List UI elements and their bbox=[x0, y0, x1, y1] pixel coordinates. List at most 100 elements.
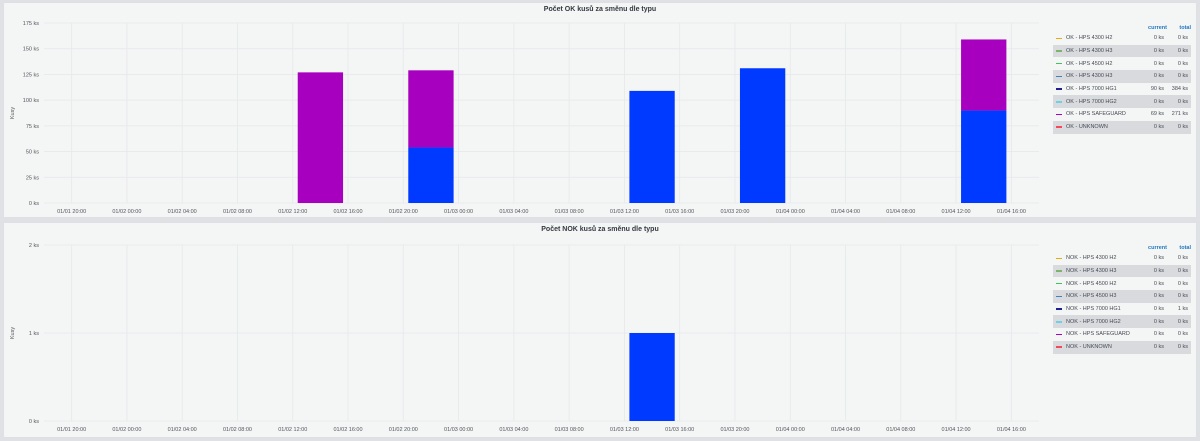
x-tick-label: 01/04 00:00 bbox=[776, 209, 805, 215]
x-tick-label: 01/04 12:00 bbox=[942, 209, 971, 215]
legend-series-name: OK - HPS 7000 HG1 bbox=[1066, 86, 1117, 93]
legend-item[interactable]: OK - HPS 7000 HG2 0 ks 0 ks bbox=[1053, 95, 1191, 109]
legend-current-value: 0 ks bbox=[1153, 124, 1164, 131]
legend-series-name: NOK - HPS 4500 H3 bbox=[1066, 293, 1117, 300]
legend-series-name: OK - HPS SAFEGUARD bbox=[1066, 111, 1126, 118]
legend-total-value: 1 ks bbox=[1177, 306, 1188, 313]
legend-current-value: 0 ks bbox=[1153, 344, 1164, 351]
x-tick-label: 01/01 20:00 bbox=[57, 427, 86, 433]
x-tick-label: 01/01 20:00 bbox=[57, 209, 86, 215]
nok-pieces-panel: Počet NOK kusů za směnu dle typu 0 ks 1 k… bbox=[3, 222, 1197, 438]
legend-current-value: 0 ks bbox=[1153, 73, 1164, 80]
x-tick-label: 01/03 20:00 bbox=[720, 209, 749, 215]
legend-current-header[interactable]: current bbox=[1148, 24, 1167, 31]
legend-series-name: NOK - HPS 4500 H2 bbox=[1066, 280, 1117, 287]
legend-current-value: 0 ks bbox=[1153, 306, 1164, 313]
bar-segment[interactable] bbox=[408, 147, 454, 203]
y-tick-label: 50 ks bbox=[26, 150, 39, 156]
legend-total-value: 0 ks bbox=[1177, 98, 1188, 105]
y-tick-label: 0 ks bbox=[29, 419, 39, 425]
legend-total-value: 0 ks bbox=[1177, 268, 1188, 275]
legend-item[interactable]: OK - HPS 4300 H2 0 ks 0 ks bbox=[1053, 32, 1191, 45]
legend-item[interactable]: OK - HPS 4500 H2 0 ks 0 ks bbox=[1053, 57, 1191, 70]
legend-swatch bbox=[1056, 308, 1062, 310]
panel-title[interactable]: Počet NOK kusů za směnu dle typu bbox=[541, 226, 659, 233]
legend-total-header[interactable]: total bbox=[1179, 24, 1191, 31]
x-tick-label: 01/02 04:00 bbox=[168, 209, 197, 215]
legend-series-name: OK - HPS 4300 H2 bbox=[1066, 35, 1113, 42]
legend-series-name: OK - HPS 4300 H3 bbox=[1066, 73, 1113, 80]
legend-current-value: 0 ks bbox=[1153, 318, 1164, 325]
legend-current-value: 0 ks bbox=[1153, 255, 1164, 262]
x-tick-label: 01/03 08:00 bbox=[555, 427, 584, 433]
legend-current-value: 0 ks bbox=[1153, 98, 1164, 105]
legend-current-value: 0 ks bbox=[1153, 331, 1164, 338]
legend-current-header[interactable]: current bbox=[1148, 244, 1167, 251]
x-tick-label: 01/02 16:00 bbox=[333, 209, 362, 215]
y-tick-label: 75 ks bbox=[26, 124, 39, 130]
legend-item[interactable]: NOK - HPS 4500 H2 0 ks 0 ks bbox=[1053, 277, 1191, 290]
legend-series-name: OK - UNKNOWN bbox=[1066, 124, 1108, 131]
legend-current-value: 0 ks bbox=[1153, 60, 1164, 67]
x-tick-label: 01/03 16:00 bbox=[665, 427, 694, 433]
x-tick-label: 01/03 12:00 bbox=[610, 427, 639, 433]
legend-series-name: NOK - HPS 7000 HG2 bbox=[1066, 318, 1121, 325]
legend-swatch bbox=[1056, 282, 1062, 285]
legend-total-value: 0 ks bbox=[1177, 73, 1188, 80]
x-tick-label: 01/03 12:00 bbox=[610, 209, 639, 215]
legend-swatch bbox=[1056, 62, 1062, 65]
x-tick-label: 01/03 20:00 bbox=[720, 427, 749, 433]
legend-total-value: 384 ks bbox=[1171, 86, 1188, 93]
bar-segment[interactable] bbox=[739, 68, 786, 203]
legend-item[interactable]: NOK - UNKNOWN 0 ks 0 ks bbox=[1053, 340, 1191, 354]
bar-segment[interactable] bbox=[408, 70, 454, 148]
legend-item[interactable]: NOK - HPS 4300 H2 0 ks 0 ks bbox=[1053, 252, 1191, 265]
x-tick-label: 01/04 08:00 bbox=[886, 427, 915, 433]
legend-item[interactable]: NOK - HPS 7000 HG2 0 ks 0 ks bbox=[1053, 315, 1191, 329]
legend-total-value: 0 ks bbox=[1177, 331, 1188, 338]
legend-total-value: 0 ks bbox=[1177, 344, 1188, 351]
x-tick-label: 01/02 20:00 bbox=[389, 209, 418, 215]
legend-total-value: 0 ks bbox=[1177, 293, 1188, 300]
legend-item[interactable]: NOK - HPS SAFEGUARD 0 ks 0 ks bbox=[1053, 328, 1191, 341]
legend-current-value: 0 ks bbox=[1153, 268, 1164, 275]
legend-current-value: 0 ks bbox=[1153, 48, 1164, 55]
nok-legend: current total NOK - HPS 4300 H2 0 ks 0 ks NOK… bbox=[1053, 243, 1191, 354]
bar-segment[interactable] bbox=[961, 110, 1007, 203]
legend-swatch bbox=[1056, 321, 1062, 323]
x-tick-label: 01/03 00:00 bbox=[444, 209, 473, 215]
legend-item[interactable]: OK - HPS 4300 H3 0 ks 0 ks bbox=[1053, 70, 1191, 83]
nok-chart: 0 ks 1 ks 2 ks 01/01 20:00 01/02 00:00 01/02 … bbox=[10, 243, 1039, 433]
legend-swatch bbox=[1056, 88, 1062, 90]
legend-series-name: NOK - HPS SAFEGUARD bbox=[1066, 331, 1130, 338]
ok-pieces-panel: Počet OK kusů za směnu dle typu 0 ks 25 k… bbox=[3, 2, 1197, 218]
legend-item[interactable]: OK - HPS 4300 H3 0 ks 0 ks bbox=[1053, 44, 1191, 58]
panel-title[interactable]: Počet OK kusů za směnu dle typu bbox=[543, 6, 657, 13]
legend-item[interactable]: OK - UNKNOWN 0 ks 0 ks bbox=[1053, 120, 1191, 134]
y-tick-label: 25 ks bbox=[26, 175, 39, 181]
legend-current-value: 90 ks bbox=[1150, 86, 1164, 93]
x-tick-label: 01/02 00:00 bbox=[112, 427, 141, 433]
bar-segment[interactable] bbox=[297, 72, 344, 203]
legend-item[interactable]: NOK - HPS 7000 HG1 0 ks 1 ks bbox=[1053, 303, 1191, 316]
legend-item[interactable]: NOK - HPS 4300 H3 0 ks 0 ks bbox=[1053, 264, 1191, 278]
legend-total-header[interactable]: total bbox=[1179, 244, 1191, 251]
y-axis-label: Kusy bbox=[10, 107, 16, 119]
ok-chart: 0 ks 25 ks 50 ks 75 ks 100 ks 125 ks 150 ks 175… bbox=[10, 21, 1039, 215]
x-tick-label: 01/02 12:00 bbox=[278, 209, 307, 215]
x-tick-label: 01/02 16:00 bbox=[333, 427, 362, 433]
legend-series-name: NOK - HPS 4300 H2 bbox=[1066, 255, 1117, 262]
x-tick-label: 01/02 20:00 bbox=[389, 427, 418, 433]
legend-item[interactable]: NOK - HPS 4500 H3 0 ks 0 ks bbox=[1053, 290, 1191, 303]
legend-total-value: 271 ks bbox=[1171, 111, 1188, 118]
x-tick-label: 01/04 16:00 bbox=[997, 427, 1026, 433]
bar-segment[interactable] bbox=[961, 39, 1007, 111]
legend-item[interactable]: OK - HPS SAFEGUARD 69 ks 271 ks bbox=[1053, 108, 1191, 121]
legend-swatch bbox=[1056, 257, 1062, 260]
x-tick-label: 01/02 12:00 bbox=[278, 427, 307, 433]
legend-swatch bbox=[1056, 346, 1062, 348]
bar-segment[interactable] bbox=[629, 333, 675, 421]
bar-segment[interactable] bbox=[629, 90, 675, 203]
legend-item[interactable]: OK - HPS 7000 HG1 90 ks 384 ks bbox=[1053, 83, 1191, 96]
legend-series-name: NOK - UNKNOWN bbox=[1066, 344, 1112, 351]
